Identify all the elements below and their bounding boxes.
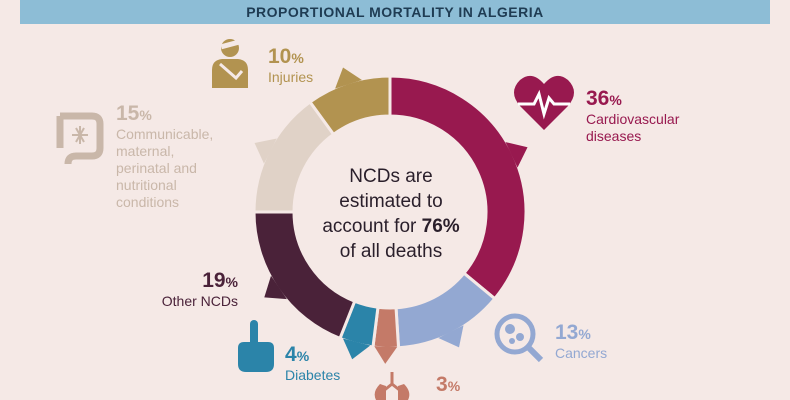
respiratory-value: 3 (436, 373, 448, 396)
label-cancers-value: 13% (555, 322, 607, 345)
center-line-3-prefix: account for (322, 216, 417, 237)
communicable-name-3: perinatal and (116, 160, 197, 176)
label-injuries-value: 10% (268, 46, 313, 69)
center-line-3-value: 76% (421, 216, 460, 237)
injuries-unit: % (291, 50, 304, 66)
label-communicable: 15% Communicable, maternal, perinatal an… (116, 103, 213, 211)
cancers-value: 13 (555, 321, 579, 344)
label-injuries: 10% Injuries (268, 46, 313, 86)
slice-pointer-cancers (438, 325, 464, 348)
communicable-name-2: maternal, (116, 143, 175, 159)
center-line-1: NCDs are (349, 166, 433, 187)
cancers-name: Cancers (555, 345, 608, 361)
center-line-3: account for 76% (296, 214, 486, 239)
diabetes-unit: % (296, 348, 310, 364)
chart-title: PROPORTIONAL MORTALITY IN ALGERIA (246, 4, 544, 20)
cancer-cell-icon (494, 313, 544, 363)
cardio-name-1: Cardiovascular (586, 111, 680, 127)
slices-group (252, 67, 528, 364)
intestine-icon (56, 112, 104, 165)
label-diabetes: 4% Diabetes (285, 344, 340, 384)
other-value: 19 (202, 269, 226, 292)
heart-icon (514, 75, 574, 130)
injury-person-icon (212, 39, 248, 88)
cardio-value: 36 (586, 87, 610, 110)
label-communicable-value: 15% (116, 103, 213, 126)
cancers-unit: % (578, 326, 591, 342)
diabetes-value: 4 (285, 343, 297, 366)
center-line-4: of all deaths (339, 241, 443, 262)
cardio-name-2: diseases (586, 128, 642, 144)
label-other-value: 19% (140, 270, 238, 293)
cardio-unit: % (609, 92, 622, 108)
label-cardio-value: 36% (586, 88, 679, 111)
slice-pointer-cardio (505, 142, 528, 168)
lungs-icon (374, 372, 410, 400)
slice-pointer-respiratory (374, 346, 398, 364)
slice-injuries (307, 74, 392, 137)
communicable-name-1: Communicable, (116, 126, 214, 142)
injuries-value: 10 (268, 45, 292, 68)
header-bar: PROPORTIONAL MORTALITY IN ALGERIA (20, 0, 770, 24)
slice-pointer-diabetes (342, 338, 371, 360)
communicable-unit: % (139, 107, 152, 123)
label-respiratory: 3% (436, 374, 460, 397)
other-name: Other NCDs (161, 293, 238, 309)
slice-pointer-communicable (254, 138, 277, 164)
diabetes-name: Diabetes (285, 367, 341, 383)
label-other: 19% Other NCDs (140, 270, 238, 310)
injuries-name: Injuries (268, 69, 314, 85)
hand-finger-icon (238, 320, 274, 372)
communicable-name-4: nutritional (116, 177, 177, 193)
communicable-name-5: conditions (116, 194, 180, 210)
label-cardio: 36% Cardiovascular diseases (586, 88, 679, 145)
label-respiratory-value: 3% (436, 374, 460, 397)
center-annotation: NCDs are estimated to account for 76% of… (296, 164, 486, 264)
label-cancers: 13% Cancers (555, 322, 607, 362)
slice-pointer-other (264, 275, 287, 300)
slice-pointer-injuries (335, 67, 362, 89)
communicable-value: 15 (116, 102, 140, 125)
center-line-2: estimated to (339, 191, 443, 212)
slice-cardio (388, 74, 528, 301)
other-unit: % (225, 274, 238, 290)
respiratory-unit: % (447, 378, 461, 394)
label-diabetes-value: 4% (285, 344, 340, 367)
